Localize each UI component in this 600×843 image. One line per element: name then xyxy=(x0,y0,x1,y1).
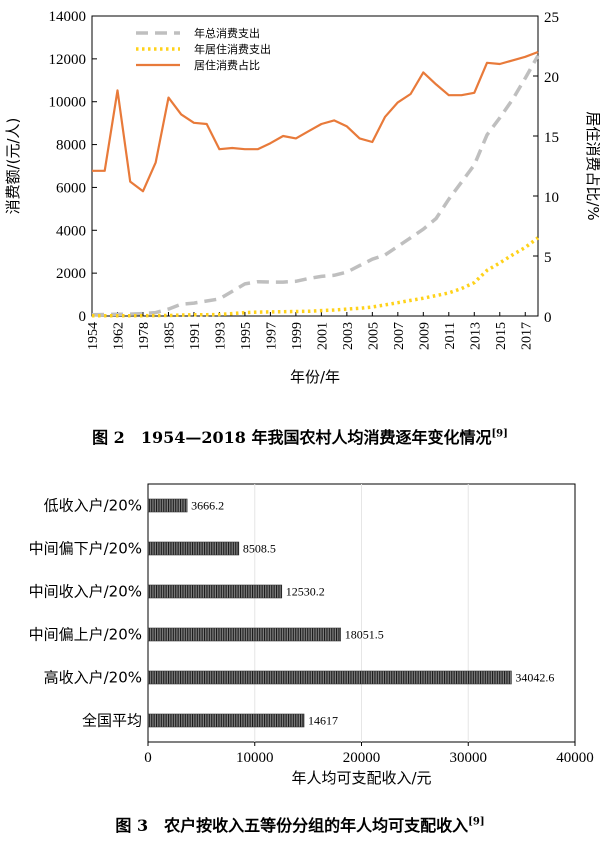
bar-category-label: 高收入户/20% xyxy=(44,669,142,687)
bar-category-label: 中间收入户/20% xyxy=(29,583,142,601)
bar-value-label: 18051.5 xyxy=(345,628,384,642)
figure-2-caption-text: 图 2 1954—2018 年我国农村人均消费逐年变化情况 xyxy=(92,428,492,447)
x-tick-label: 1962 xyxy=(111,322,126,350)
series-line-3 xyxy=(92,50,539,193)
bar-x-tick-label: 30000 xyxy=(450,750,488,766)
x-tick-label: 2011 xyxy=(443,322,458,349)
line-chart: 0 2000 4000 6000 8000 10000 12000 14000 0 5 10 15 20… xyxy=(4,9,600,386)
x-tick-label: 1985 xyxy=(162,322,177,350)
bar-x-tick-label: 20000 xyxy=(343,750,381,766)
bar-x-tick-label: 10000 xyxy=(236,750,274,766)
x-tick-label: 1995 xyxy=(239,322,254,350)
bar-chart: 0 10000 20000 30000 40000 低收入户/20% 3666.2 中间偏下户… xyxy=(29,483,594,787)
x-tick-label: 1991 xyxy=(188,322,203,350)
bar-category-label: 低收入户/20% xyxy=(44,497,142,515)
y-tick-label: 14000 xyxy=(49,9,87,25)
x-tick-label: 2001 xyxy=(315,322,330,350)
bar xyxy=(147,670,512,685)
bar xyxy=(147,541,240,556)
y-tick-label: 12000 xyxy=(49,52,87,68)
bar xyxy=(147,713,305,728)
y-right-tick-label: 5 xyxy=(544,250,552,266)
y-right-axis-title: 居住消费占比/% xyxy=(584,111,600,220)
x-tick-label: 1997 xyxy=(264,322,279,350)
x-tick-label: 2009 xyxy=(417,322,432,350)
series-line-1 xyxy=(91,54,540,317)
y-tick-label: 2000 xyxy=(56,266,86,282)
plot-frame xyxy=(91,15,539,317)
y-axis-title: 消费额/(元/人) xyxy=(4,118,22,215)
bar xyxy=(147,584,283,599)
x-tick-label: 2007 xyxy=(392,322,407,350)
bar xyxy=(147,498,188,513)
x-axis-title: 年份/年 xyxy=(290,368,340,386)
x-tick-label: 2015 xyxy=(494,322,509,350)
x-tick-label: 2013 xyxy=(468,322,483,350)
y-tick-label: 6000 xyxy=(56,180,86,196)
x-tick-label: 2003 xyxy=(341,322,356,350)
figure-3-ref: [9] xyxy=(468,816,485,828)
bar-category-label: 全国平均 xyxy=(82,712,142,730)
y-tick-label: 0 xyxy=(79,309,87,325)
bar-value-label: 14617 xyxy=(308,714,338,728)
y-tick-label: 8000 xyxy=(56,138,86,154)
x-tick-label: 1954 xyxy=(86,322,101,350)
bar-value-label: 8508.5 xyxy=(243,542,276,556)
figure-2-ref: [9] xyxy=(491,428,508,440)
series-line-2 xyxy=(92,236,540,318)
bar-category-label: 中间偏下户/20% xyxy=(29,540,142,558)
legend-label-3: 居住消费占比 xyxy=(194,58,260,72)
bar xyxy=(147,627,341,642)
legend-label-1: 年总消费支出 xyxy=(194,26,260,40)
x-tick-label: 1978 xyxy=(137,322,152,350)
bar-x-tick-label: 40000 xyxy=(556,750,594,766)
figure-3-caption-text: 图 3 农户按收入五等份分组的年人均可支配收入 xyxy=(115,816,469,835)
bar-x-axis-title: 年人均可支配收入/元 xyxy=(291,769,431,787)
x-tick-label: 2017 xyxy=(519,322,534,350)
y-tick-label: 10000 xyxy=(49,95,87,111)
bar-x-tick-label: 0 xyxy=(144,750,152,766)
bar-value-label: 34042.6 xyxy=(515,671,554,685)
figure-3-caption: 图 3 农户按收入五等份分组的年人均可支配收入[9] xyxy=(0,812,600,836)
bar-value-label: 3666.2 xyxy=(191,499,224,513)
bar-category-label: 中间偏上户/20% xyxy=(29,626,142,644)
y-right-tick-label: 10 xyxy=(544,190,559,206)
y-right-tick-label: 25 xyxy=(544,10,559,26)
y-right-tick-label: 20 xyxy=(544,70,559,86)
x-tick-label: 2005 xyxy=(366,322,381,350)
x-tick-label: 1999 xyxy=(290,322,305,350)
x-tick-label: 1993 xyxy=(213,322,228,350)
legend-label-2: 年居住消费支出 xyxy=(194,42,271,56)
bar-value-label: 12530.2 xyxy=(286,585,325,599)
y-right-tick-label: 0 xyxy=(544,310,552,326)
y-right-tick-label: 15 xyxy=(544,130,559,146)
y-tick-label: 4000 xyxy=(56,223,86,239)
figure-2-caption: 图 2 1954—2018 年我国农村人均消费逐年变化情况[9] xyxy=(0,424,600,448)
